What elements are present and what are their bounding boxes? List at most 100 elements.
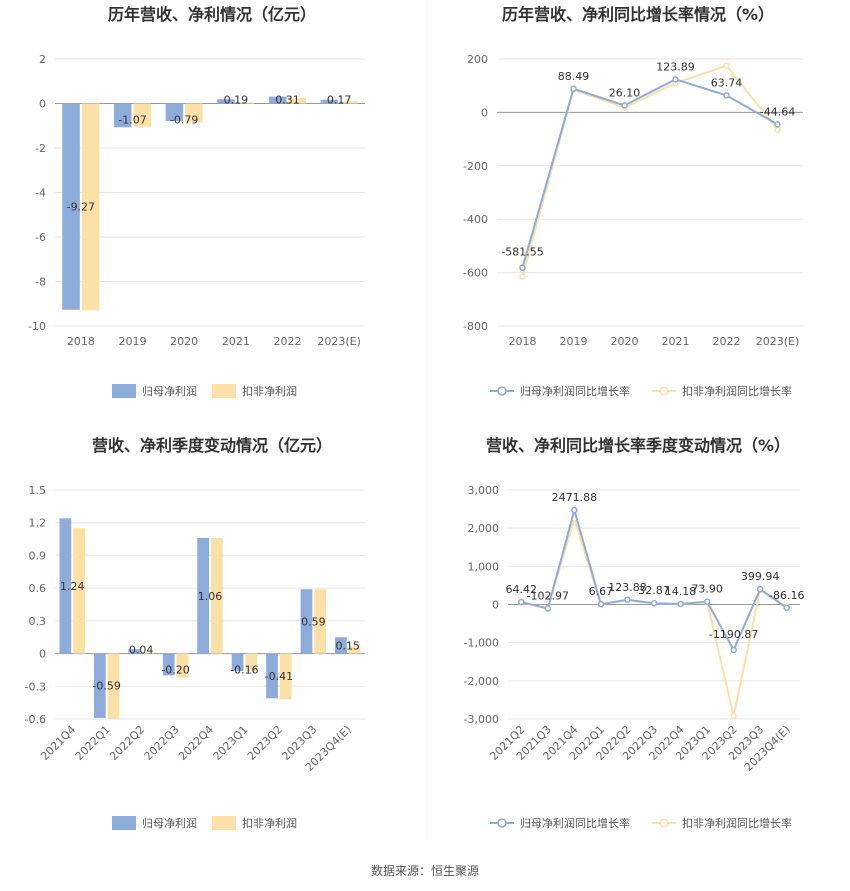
bar-deducted-profit bbox=[314, 589, 327, 654]
legend-label: 扣非净利润 bbox=[242, 816, 297, 830]
legend-marker bbox=[659, 818, 669, 828]
bar-deducted-profit bbox=[73, 528, 85, 654]
data-label: 0.59 bbox=[301, 615, 326, 628]
x-tick-label: 2018 bbox=[509, 335, 537, 348]
data-label: -44.64 bbox=[760, 105, 795, 118]
legend-label: 扣非净利润 bbox=[242, 384, 297, 398]
x-tick-label: 2019 bbox=[560, 335, 588, 348]
x-tick-label: 2023(E) bbox=[756, 335, 800, 348]
bar-net-profit bbox=[266, 653, 278, 699]
data-label: -581.55 bbox=[501, 246, 543, 259]
x-tick-label: 2023(E) bbox=[317, 335, 361, 348]
bar-net-profit bbox=[59, 518, 72, 654]
y-tick-label: 1,000 bbox=[468, 560, 500, 573]
y-tick-label: -2 bbox=[35, 142, 46, 155]
data-point bbox=[730, 712, 737, 720]
bar-deducted-profit bbox=[245, 653, 258, 672]
annual-growth-title: 历年营收、净利同比增长率情况（%） bbox=[502, 5, 774, 24]
data-label: -0.41 bbox=[265, 670, 293, 683]
data-point bbox=[672, 76, 679, 83]
data-label: -0.20 bbox=[161, 664, 189, 677]
legend-label: 归母净利润同比增长率 bbox=[520, 384, 630, 398]
bar-deducted-profit bbox=[211, 537, 223, 654]
x-tick-label: 2023Q2 bbox=[245, 723, 285, 763]
bar-net-profit bbox=[93, 653, 106, 718]
bar-net-profit bbox=[217, 99, 235, 104]
y-tick-label: 0 bbox=[492, 599, 499, 612]
data-label: -0.16 bbox=[230, 664, 258, 677]
bar-deducted-profit bbox=[185, 103, 203, 123]
bar-deducted-profit bbox=[279, 653, 292, 700]
x-tick-label: 2022Q1 bbox=[73, 723, 113, 763]
y-tick-label: -600 bbox=[463, 267, 488, 280]
bar-net-profit bbox=[162, 653, 175, 676]
data-label: -86.16 bbox=[769, 589, 804, 602]
quarterly-profit-title: 营收、净利季度变动情况（亿元） bbox=[92, 436, 332, 455]
data-point bbox=[624, 596, 631, 604]
data-label: 88.49 bbox=[558, 70, 590, 83]
bar-net-profit bbox=[165, 103, 184, 122]
annual-growth-panel: 历年营收、净利同比增长率情况（%） 200 0 -200 -400 -600 -800 20… bbox=[463, 5, 803, 398]
data-label: 123.89 bbox=[656, 60, 695, 73]
data-point bbox=[570, 85, 577, 93]
y-tick-label: 0 bbox=[39, 98, 46, 111]
annual-profit-panel: 历年营收、净利情况（亿元） 2 0 -2 -4 -6 -8 -10 2018 2019 2020 2… bbox=[28, 5, 365, 398]
bar-deducted-profit bbox=[133, 103, 152, 127]
data-label: 0.31 bbox=[275, 94, 300, 107]
data-point bbox=[756, 585, 764, 593]
y-tick-label: -4 bbox=[35, 187, 46, 200]
quarterly-growth-panel: 营收、净利同比增长率季度变动情况（%） 3,000 2,000 1,000 0 -1,0… bbox=[464, 436, 805, 830]
data-label: 73.90 bbox=[691, 583, 723, 596]
data-point bbox=[544, 605, 552, 612]
x-tick-label: 2022 bbox=[274, 335, 302, 348]
y-tick-label: 0.9 bbox=[29, 549, 47, 562]
data-point bbox=[774, 121, 781, 128]
legend-marker bbox=[659, 386, 669, 396]
data-source: 数据来源：恒生聚源 bbox=[371, 863, 479, 878]
bar-net-profit bbox=[335, 637, 347, 654]
bar-net-profit bbox=[300, 589, 313, 654]
legend-label: 归母净利润 bbox=[142, 384, 197, 398]
data-label: 399.94 bbox=[741, 570, 780, 583]
bar-deducted-profit bbox=[81, 103, 100, 311]
bar-net-profit bbox=[268, 96, 287, 104]
data-point bbox=[650, 599, 658, 607]
y-tick-label: 2 bbox=[39, 53, 46, 66]
y-tick-label: 0.3 bbox=[29, 615, 47, 628]
bar-deducted-profit bbox=[348, 645, 361, 654]
bar-deducted-profit bbox=[236, 102, 255, 104]
data-label: 64.42 bbox=[506, 583, 538, 596]
data-point bbox=[703, 598, 711, 605]
x-tick-label: 2021 bbox=[662, 335, 690, 348]
legend-label: 归母净利润 bbox=[142, 816, 197, 830]
x-tick-label: 2021 bbox=[222, 335, 250, 348]
y-tick-label: -6 bbox=[35, 231, 46, 244]
data-label: -1.07 bbox=[118, 114, 146, 127]
y-tick-label: 3,000 bbox=[468, 484, 500, 497]
data-label: -0.59 bbox=[92, 680, 120, 693]
x-tick-label: 2022 bbox=[713, 335, 741, 348]
data-point bbox=[677, 600, 684, 608]
y-tick-label: 1.5 bbox=[29, 484, 47, 497]
series-line-net-profit bbox=[521, 78, 778, 268]
data-point bbox=[597, 600, 605, 608]
bar-net-profit bbox=[320, 99, 339, 104]
y-tick-label: 200 bbox=[467, 53, 488, 66]
quarterly-growth-title: 营收、净利同比增长率季度变动情况（%） bbox=[486, 436, 790, 455]
x-tick-label: 2022Q2 bbox=[107, 723, 147, 763]
data-point bbox=[723, 62, 730, 69]
data-label: 1.24 bbox=[60, 580, 85, 593]
y-tick-label: 0.6 bbox=[29, 582, 47, 595]
data-label: 2471.88 bbox=[552, 491, 598, 504]
legend-label: 扣非净利润同比增长率 bbox=[682, 384, 792, 398]
data-label: 0.04 bbox=[129, 644, 154, 657]
y-tick-label: -800 bbox=[463, 320, 488, 333]
legend-marker bbox=[497, 818, 507, 828]
data-label: 32.87 bbox=[638, 584, 670, 597]
data-label: 0.17 bbox=[327, 94, 352, 107]
series-line-deducted-profit bbox=[521, 64, 779, 277]
data-label: 1.06 bbox=[198, 590, 223, 603]
y-tick-label: 0 bbox=[39, 648, 46, 661]
bar-net-profit bbox=[231, 653, 244, 672]
